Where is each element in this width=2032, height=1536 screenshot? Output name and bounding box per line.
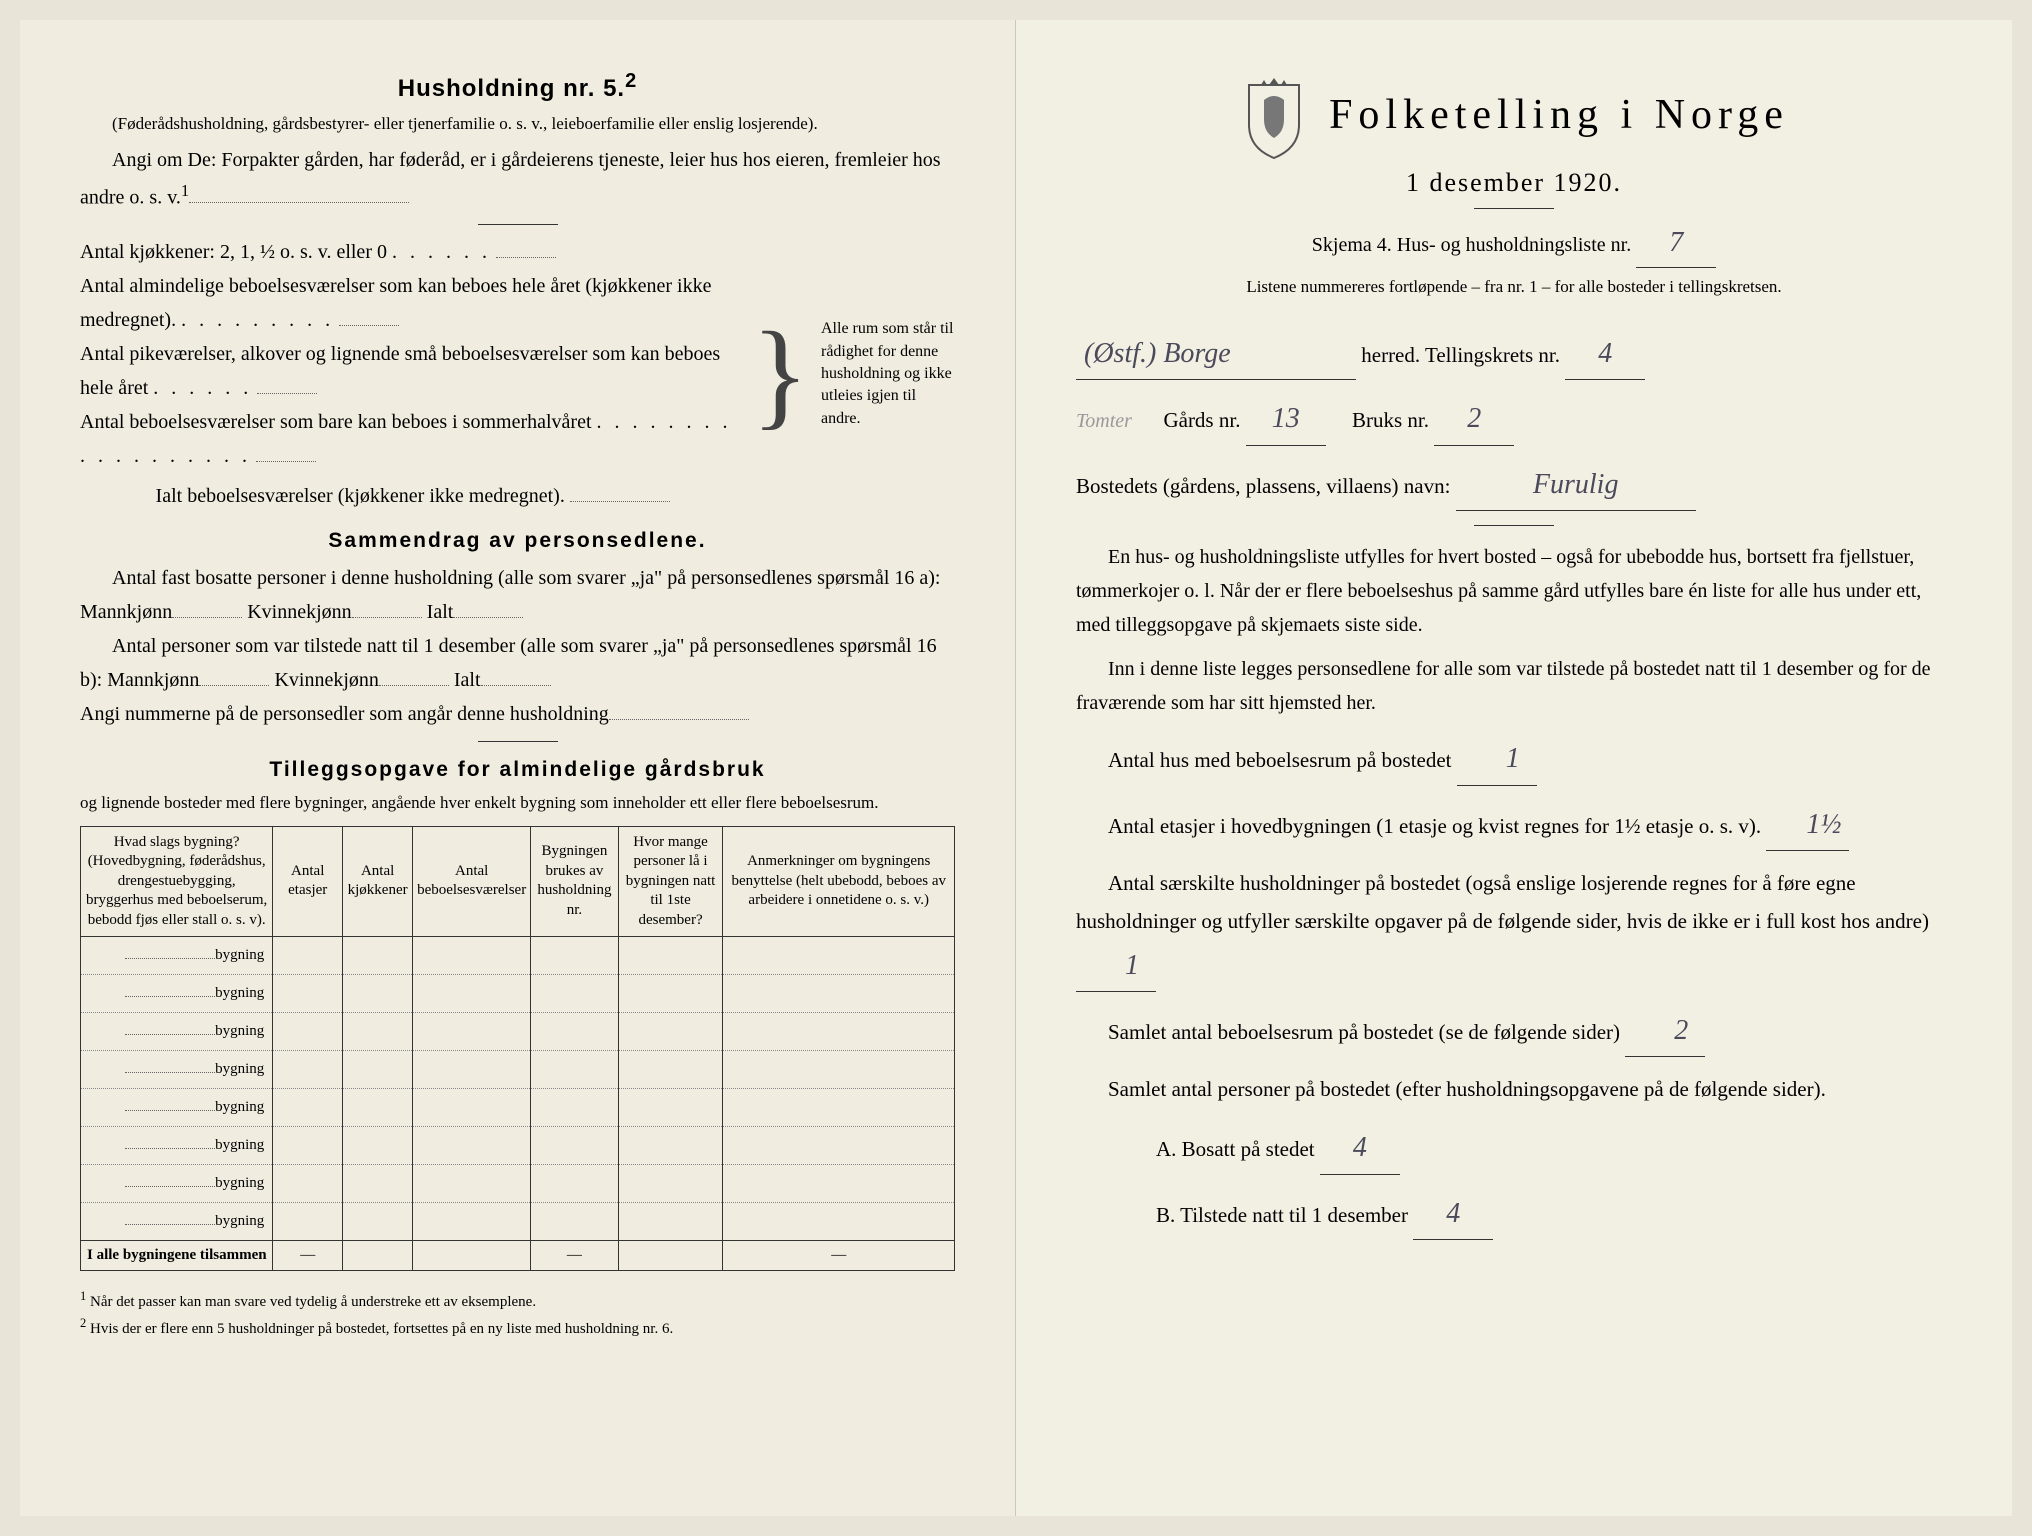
rooms-line-2: Antal pikeværelser, alkover og lignende … [80, 337, 745, 405]
main-title: Folketelling i Norge [1329, 91, 1789, 139]
col-header-2: Antal etasjer [273, 826, 343, 937]
table-row: bygning [81, 1127, 955, 1165]
summary-line-1: Antal fast bosatte personer i denne hush… [80, 561, 955, 629]
q3-line: Antal særskilte husholdninger på bostede… [1076, 865, 1952, 992]
household-heading: Husholdning nr. 5.2 [80, 70, 955, 103]
col-header-5: Bygningen brukes av husholdning nr. [531, 826, 618, 937]
qB-line: B. Tilstede natt til 1 desember 4 [1076, 1189, 1952, 1240]
q2-line: Antal etasjer i hovedbygningen (1 etasje… [1076, 800, 1952, 851]
herred-value: (Østf.) Borge [1076, 329, 1356, 380]
table-row: bygning [81, 1051, 955, 1089]
summary-nummer: Angi nummerne på de personsedler som ang… [80, 697, 955, 731]
skjema-number: 7 [1636, 219, 1716, 268]
footnote-1: 1 Når det passer kan man svare ved tydel… [80, 1287, 955, 1314]
q4-value: 2 [1625, 1006, 1705, 1057]
q4-line: Samlet antal beboelsesrum på bostedet (s… [1076, 1006, 1952, 1057]
subtitle: 1 desember 1920. [1076, 168, 1952, 198]
divider-4 [1474, 525, 1554, 526]
bosted-line: Bostedets (gårdens, plassens, villaens) … [1076, 460, 1952, 511]
divider-2 [478, 741, 558, 742]
rooms-total: Ialt beboelsesværelser (kjøkkener ikke m… [80, 479, 745, 513]
bosted-value: Furulig [1456, 460, 1696, 511]
table-row: bygning [81, 1203, 955, 1241]
gards-prefix-hand: Tomter [1076, 410, 1132, 432]
household-sub2: Angi om De: Forpakter gården, har føderå… [80, 143, 955, 215]
divider-3 [1474, 208, 1554, 209]
rooms-line-1: Antal almindelige beboelsesværelser som … [80, 269, 745, 337]
curly-brace: } [745, 314, 815, 434]
q2-value: 1½ [1766, 800, 1849, 851]
q1-value: 1 [1457, 734, 1537, 785]
q5-line: Samlet antal personer på bostedet (efter… [1076, 1071, 1952, 1109]
summary-line-2: Antal personer som var tilstede natt til… [80, 629, 955, 697]
qA-value: 4 [1320, 1123, 1400, 1174]
listene-note: Listene nummereres fortløpende – fra nr.… [1076, 274, 1952, 300]
left-page: Husholdning nr. 5.2 (Føderådshusholdning… [20, 20, 1016, 1516]
herred-line: (Østf.) Borge herred. Tellingskrets nr. … [1076, 329, 1952, 380]
footnote-2: 2 Hvis der er flere enn 5 husholdninger … [80, 1314, 955, 1341]
qA-line: A. Bosatt på stedet 4 [1076, 1123, 1952, 1174]
rooms-line-3: Antal beboelsesværelser som bare kan beb… [80, 405, 745, 473]
footnotes: 1 Når det passer kan man svare ved tydel… [80, 1287, 955, 1340]
gards-line: Tomter Gårds nr. 13 Bruks nr. 2 [1076, 394, 1952, 445]
bracket-note: Alle rum som står til rådighet for denne… [815, 318, 955, 430]
coat-of-arms-icon [1239, 70, 1309, 160]
tellingskrets-value: 4 [1565, 329, 1645, 380]
qB-value: 4 [1413, 1189, 1493, 1240]
paragraph-2: Inn i denne liste legges personsedlene f… [1076, 652, 1952, 720]
table-row: bygning [81, 937, 955, 975]
kitchens-line: Antal kjøkkener: 2, 1, ½ o. s. v. eller … [80, 235, 745, 269]
household-sub1: (Føderådshusholdning, gårdsbestyrer- ell… [80, 111, 955, 137]
title-block: Folketelling i Norge 1 desember 1920. Sk… [1076, 70, 1952, 299]
table-row: bygning [81, 1089, 955, 1127]
bruks-value: 2 [1434, 394, 1514, 445]
supplement-heading: Tilleggsopgave for almindelige gårdsbruk [80, 758, 955, 782]
gards-value: 13 [1246, 394, 1326, 445]
q3-value: 1 [1076, 941, 1156, 992]
col-header-3: Antal kjøkkener [343, 826, 413, 937]
q1-line: Antal hus med beboelsesrum på bostedet 1 [1076, 734, 1952, 785]
rooms-bracket-section: Antal kjøkkener: 2, 1, ½ o. s. v. eller … [80, 235, 955, 513]
table-row: bygning [81, 975, 955, 1013]
table-row: bygning [81, 1165, 955, 1203]
supplement-sub: og lignende bosteder med flere bygninger… [80, 790, 955, 816]
col-header-4: Antal beboelsesværelser [413, 826, 531, 937]
col-header-6: Hvor mange personer lå i bygningen natt … [618, 826, 723, 937]
skjema-line: Skjema 4. Hus- og husholdningsliste nr. … [1076, 219, 1952, 268]
supplement-table: Hvad slags bygning? (Hovedbygning, føder… [80, 826, 955, 1272]
paragraph-1: En hus- og husholdningsliste utfylles fo… [1076, 540, 1952, 642]
divider-1 [478, 224, 558, 225]
summary-heading: Sammendrag av personsedlene. [80, 529, 955, 553]
right-page: Folketelling i Norge 1 desember 1920. Sk… [1016, 20, 2012, 1516]
col-header-7: Anmerkninger om bygningens benyttelse (h… [723, 826, 955, 937]
col-header-1: Hvad slags bygning? (Hovedbygning, føder… [81, 826, 273, 937]
table-total-row: I alle bygningene tilsammen ——— [81, 1241, 955, 1271]
table-row: bygning [81, 1013, 955, 1051]
